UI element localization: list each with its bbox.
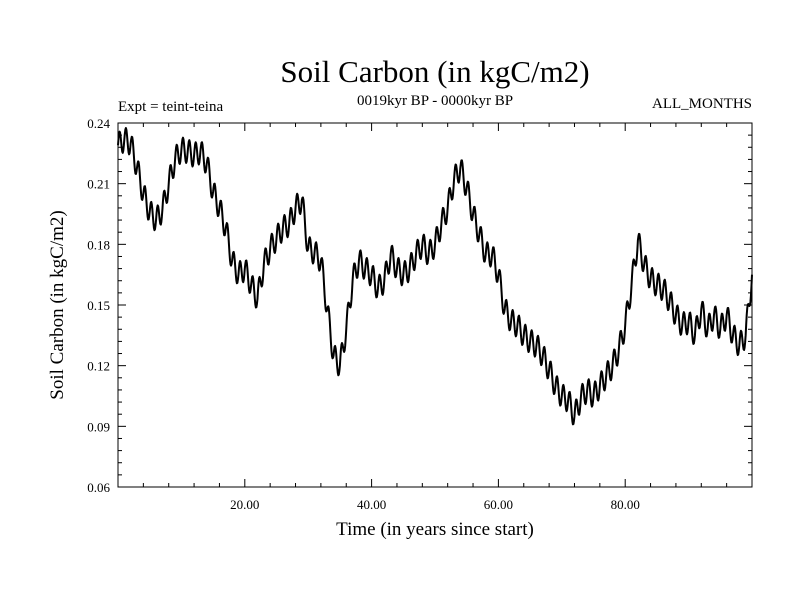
experiment-label: Expt = teint-teina: [118, 99, 223, 115]
x-tick-label: 60.00: [484, 497, 513, 512]
y-tick-label: 0.21: [87, 177, 110, 192]
months-label: ALL_MONTHS: [652, 96, 752, 112]
x-axis-label: Time (in years since start): [336, 519, 534, 540]
y-tick-label: 0.12: [87, 359, 110, 374]
x-tick-labels: 20.00 40.00 60.00 80.00: [230, 497, 640, 512]
y-tick-label: 0.18: [87, 237, 110, 252]
period-label: 0019kyr BP - 0000kyr BP: [357, 93, 513, 109]
plot-frame: [117, 122, 753, 488]
y-tick-label: 0.24: [87, 116, 110, 131]
x-tick-label: 80.00: [611, 497, 640, 512]
y-tick-label: 0.06: [87, 480, 110, 495]
y-tick-labels: 0.06 0.09 0.12 0.15 0.18 0.21 0.24: [87, 116, 110, 495]
y-tick-label: 0.15: [87, 298, 110, 313]
y-tick-label: 0.09: [87, 419, 110, 434]
series-line-soil-carbon: [117, 127, 753, 426]
x-tick-label: 40.00: [357, 497, 386, 512]
y-axis-label: Soil Carbon (in kgC/m2): [47, 210, 68, 399]
x-tick-label: 20.00: [230, 497, 259, 512]
chart-title: Soil Carbon (in kgC/m2): [280, 54, 589, 89]
